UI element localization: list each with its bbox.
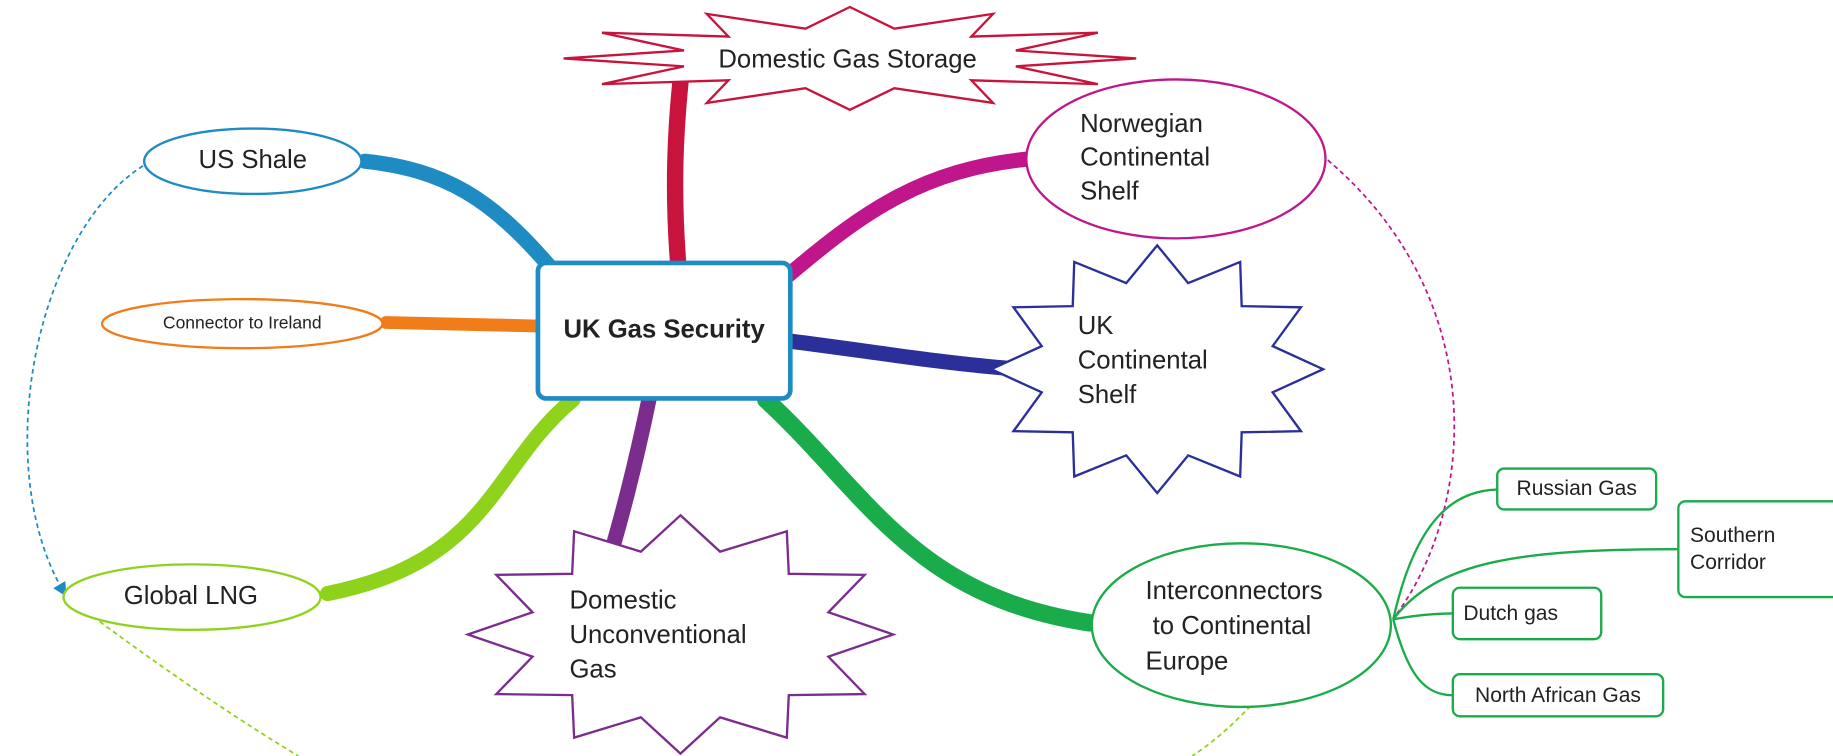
dashed-links <box>26 159 1456 756</box>
star <box>563 5 1137 112</box>
node-label: Shelf <box>1078 381 1137 409</box>
ellipse <box>142 127 363 196</box>
sub-box <box>1496 467 1658 511</box>
node-label: UK <box>1078 312 1114 340</box>
ellipse <box>100 297 384 350</box>
sub-box <box>1451 673 1665 718</box>
sub-box <box>1451 586 1603 641</box>
node-label: Connector to Ireland <box>163 312 322 332</box>
node-label: Domestic <box>569 587 676 615</box>
sub-node-label: Russian Gas <box>1517 477 1637 500</box>
node-label: US Shale <box>199 146 308 174</box>
link <box>1191 705 1252 756</box>
center-box <box>535 260 793 401</box>
node-label: Interconnectors <box>1146 577 1323 605</box>
branch <box>757 390 1099 632</box>
ellipse <box>1025 78 1327 240</box>
sub-branches <box>1392 488 1679 697</box>
sub-node-label: Southern <box>1690 524 1775 547</box>
branch <box>781 151 1037 283</box>
sub-node-label: North African Gas <box>1475 684 1641 707</box>
sub-branch <box>1393 612 1453 621</box>
ellipse <box>1090 542 1393 709</box>
node-label: Domestic Gas Storage <box>718 46 976 74</box>
star <box>464 513 897 756</box>
sub-node-label: Dutch gas <box>1463 602 1558 625</box>
branch <box>782 333 1013 376</box>
center-label: UK Gas Security <box>563 315 765 343</box>
branch <box>379 316 545 333</box>
ellipse <box>62 563 322 631</box>
node-label: Europe <box>1146 647 1229 675</box>
branch <box>666 73 689 272</box>
node-label: Unconventional <box>569 621 746 649</box>
node-label: Global LNG <box>124 582 258 610</box>
sub-box <box>1677 500 1833 599</box>
link <box>1327 159 1456 618</box>
branch <box>357 153 558 275</box>
sub-branch <box>1392 548 1679 620</box>
node-label: Gas <box>569 655 616 683</box>
star <box>988 243 1326 495</box>
node-label: Norwegian <box>1080 110 1203 138</box>
branch <box>606 392 657 551</box>
branches <box>319 73 1099 632</box>
node-label: to Continental <box>1146 612 1312 640</box>
branch <box>319 392 581 602</box>
node-label: Continental <box>1080 144 1210 172</box>
sub-branch <box>1392 618 1453 697</box>
node-label: Continental <box>1078 346 1208 374</box>
shapes <box>62 5 1833 756</box>
link <box>99 620 299 756</box>
sub-branch <box>1392 488 1498 620</box>
sub-node-label: Corridor <box>1690 551 1766 574</box>
link <box>26 165 144 597</box>
node-label: Shelf <box>1080 178 1139 206</box>
